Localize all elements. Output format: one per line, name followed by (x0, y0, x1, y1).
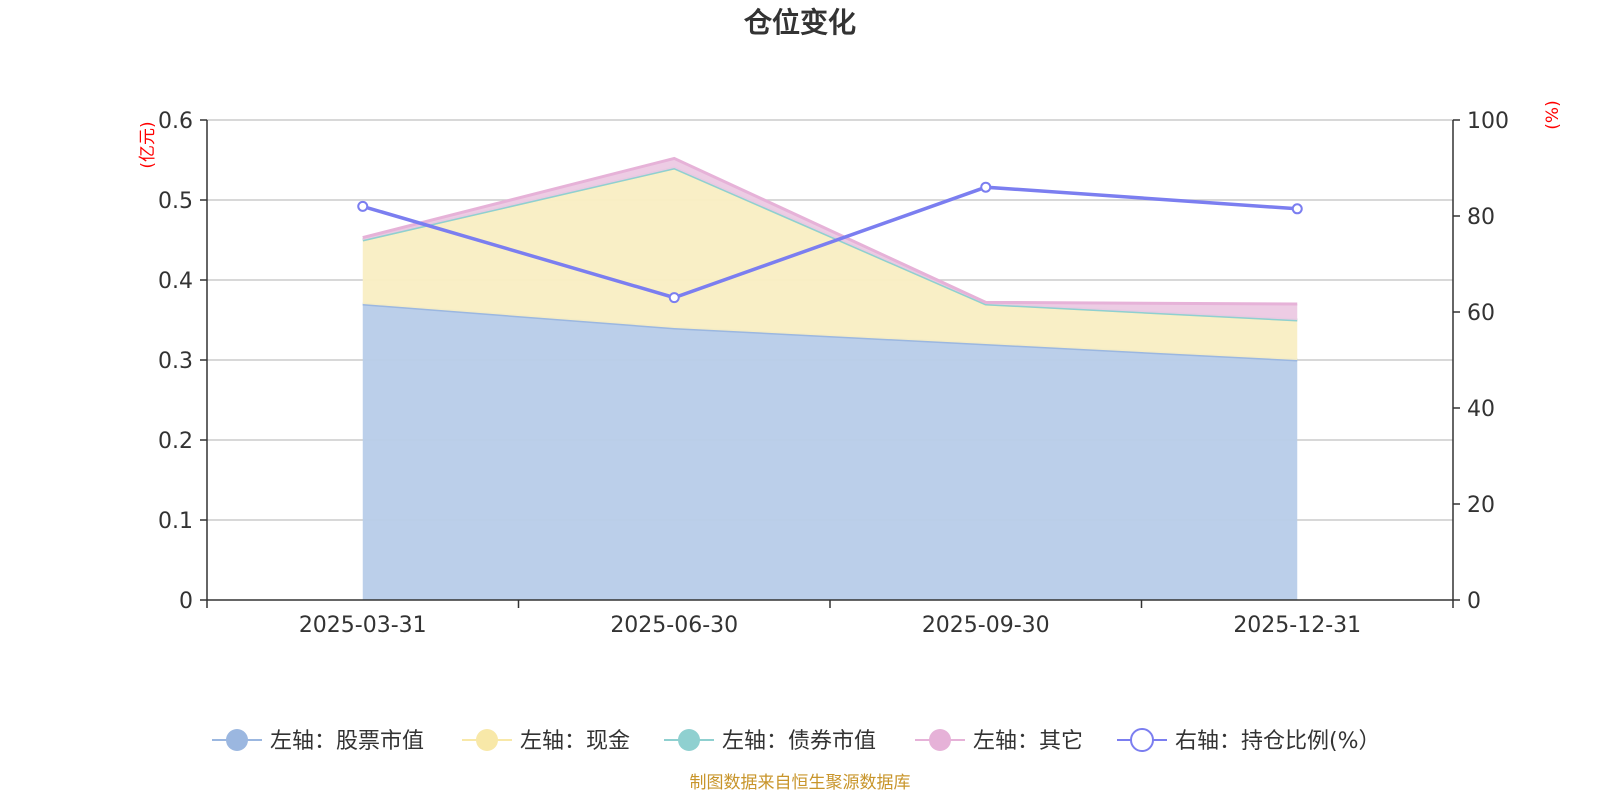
right-tick-label: 60 (1467, 301, 1495, 326)
left-tick-label: 0 (179, 589, 193, 614)
area-9bb7e0 (362, 304, 1298, 600)
axes: 0 0.1 0.2 0.3 0.4 0.5 0.6 0 20 40 60 80 100 2025-03-3… (158, 109, 1509, 638)
right-tick-label: 20 (1467, 493, 1495, 518)
x-tick-label: 2025-03-31 (299, 613, 427, 638)
source-note: 制图数据来自恒生聚源数据库 (690, 773, 911, 793)
holding-ratio-path (362, 185, 1298, 300)
legend-marker (929, 729, 951, 751)
legend-item[interactable]: 左轴：债券市值 (664, 729, 876, 754)
x-tick-label: 2025-09-30 (922, 613, 1050, 638)
legend-marker (476, 729, 498, 751)
legend-marker (1130, 728, 1154, 752)
chart-title: 仓位变化 (744, 6, 856, 39)
left-axis-unit: (亿元) (138, 121, 158, 168)
holding-ratio-line (357, 181, 1303, 304)
legend-item[interactable]: 左轴：现金 (462, 729, 630, 754)
left-tick-label: 0.2 (158, 429, 193, 454)
stacked-areas (362, 156, 1298, 600)
area-edge-line (362, 156, 1298, 306)
legend-label: 右轴：持仓比例(%） (1175, 729, 1381, 754)
legend-label: 左轴：现金 (520, 729, 630, 754)
left-tick-label: 0.3 (158, 349, 193, 374)
legend-item[interactable]: 右轴：持仓比例(%） (1117, 728, 1381, 754)
left-tick-label: 0.1 (158, 509, 193, 534)
x-tick-label: 2025-12-31 (1233, 613, 1361, 638)
legend-marker (678, 729, 700, 751)
area-f8e8a8 (362, 168, 1298, 360)
right-tick-label: 80 (1467, 205, 1495, 230)
legend-label: 左轴：债券市值 (722, 729, 876, 754)
right-tick-label: 40 (1467, 397, 1495, 422)
legend-item[interactable]: 左轴：其它 (915, 729, 1083, 754)
legend-marker (226, 729, 248, 751)
legend-label: 左轴：股票市值 (270, 729, 424, 754)
legend-item[interactable]: 左轴：股票市值 (212, 729, 424, 754)
right-tick-label: 100 (1467, 109, 1509, 134)
left-tick-label: 0.6 (158, 109, 193, 134)
x-tick-label: 2025-06-30 (610, 613, 738, 638)
right-tick-label: 0 (1467, 589, 1481, 614)
left-tick-label: 0.4 (158, 269, 193, 294)
right-axis-unit: (%) (1543, 100, 1563, 129)
holding-ratio-point (980, 181, 992, 193)
holding-ratio-point (668, 292, 680, 304)
legend-label: 左轴：其它 (973, 729, 1083, 754)
holding-ratio-point (357, 200, 369, 212)
legend[interactable]: 左轴：股票市值 左轴：现金 左轴：债券市值 左轴：其它 右轴：持仓比例(%） (212, 728, 1381, 754)
holding-ratio-point (1291, 203, 1303, 215)
left-tick-label: 0.5 (158, 189, 193, 214)
